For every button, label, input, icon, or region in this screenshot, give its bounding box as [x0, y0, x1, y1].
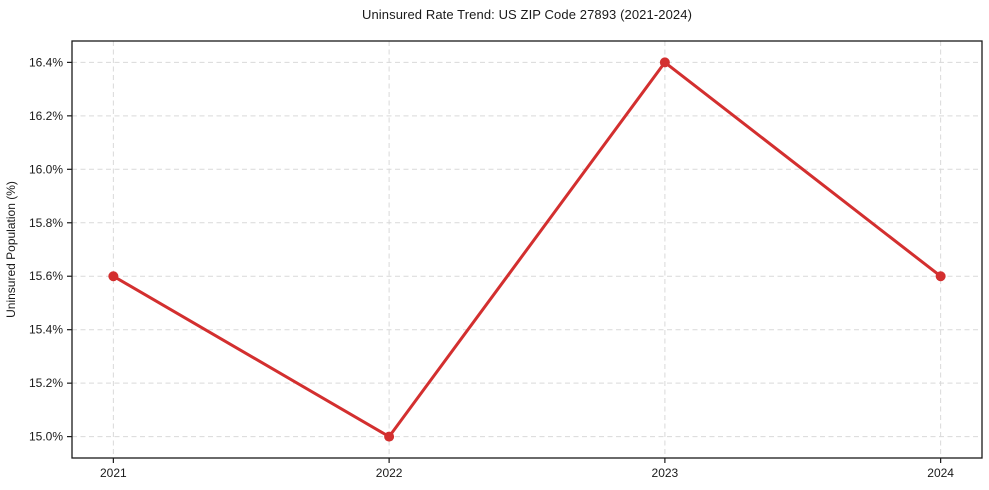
x-tick-label: 2024: [927, 466, 954, 480]
x-tick-label: 2022: [376, 466, 403, 480]
x-tick-label: 2021: [100, 466, 127, 480]
y-tick-label: 15.8%: [29, 216, 63, 230]
x-tick-label: 2023: [652, 466, 679, 480]
y-tick-label: 15.4%: [29, 323, 63, 337]
y-tick-label: 16.0%: [29, 162, 63, 176]
y-tick-label: 16.4%: [29, 55, 63, 69]
y-tick-label: 16.2%: [29, 109, 63, 123]
y-tick-label: 15.2%: [29, 376, 63, 390]
y-tick-label: 15.0%: [29, 430, 63, 444]
chart-title: Uninsured Rate Trend: US ZIP Code 27893 …: [361, 7, 693, 22]
data-point-marker: [659, 57, 670, 68]
data-point-marker: [384, 431, 395, 442]
data-point-marker: [935, 271, 946, 282]
plot-border: [71, 40, 983, 459]
y-tick-label: 15.6%: [29, 269, 63, 283]
y-axis-label: Uninsured Population (%): [4, 181, 18, 318]
trend-line: [111, 60, 943, 439]
data-point-marker: [108, 271, 119, 282]
